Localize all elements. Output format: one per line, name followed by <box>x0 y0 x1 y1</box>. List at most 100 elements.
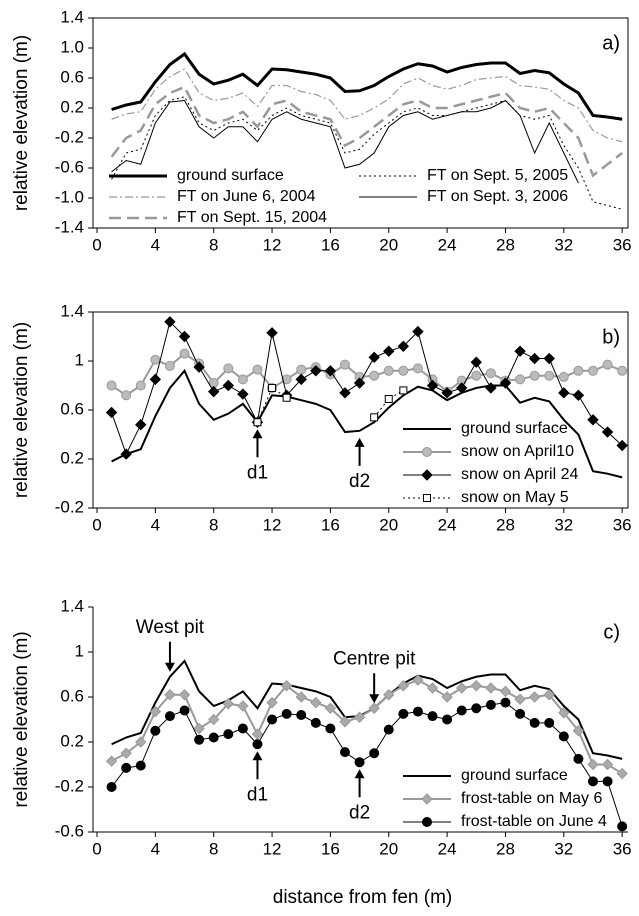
marker <box>456 705 467 716</box>
marker <box>164 689 176 701</box>
x-tick-label: 28 <box>496 515 515 534</box>
plot-frame <box>92 17 629 229</box>
y-tick-label: 0.6 <box>60 686 84 705</box>
y-tick-label: 1.4 <box>60 7 84 26</box>
marker <box>296 364 307 375</box>
x-tick-label: 36 <box>613 515 632 534</box>
marker <box>324 365 337 377</box>
marker <box>529 717 540 728</box>
annotation: d1 <box>247 462 268 483</box>
marker <box>353 377 366 389</box>
marker <box>282 393 291 402</box>
marker <box>427 711 438 722</box>
marker <box>150 354 161 365</box>
y-axis-title: relative elevation (m) <box>11 631 32 807</box>
marker <box>572 725 585 737</box>
annotation: West pit <box>136 617 205 638</box>
marker <box>164 360 175 371</box>
x-axis-title: distance from fen (m) <box>273 887 453 908</box>
panel: 1.4 1 0.6 0.2 -0.2 0 4 8 12 16 20 24 28 32 36 relative … <box>11 301 632 534</box>
x-tick-label: 24 <box>438 515 457 534</box>
marker <box>135 760 146 771</box>
legend-label: frost-table on June 4 <box>461 813 607 830</box>
marker <box>281 374 292 385</box>
x-tick-label: 24 <box>438 839 457 858</box>
annotation: d1 <box>247 784 268 805</box>
marker <box>499 685 512 698</box>
marker <box>528 352 541 365</box>
marker <box>296 710 307 720</box>
marker <box>485 368 496 379</box>
marker <box>616 767 628 780</box>
y-tick-label: -1.4 <box>55 217 84 236</box>
x-tick-label: 20 <box>379 235 398 254</box>
marker <box>223 729 234 740</box>
x-tick-label: 16 <box>321 235 340 254</box>
y-tick-label: -0.6 <box>55 157 84 176</box>
marker <box>120 747 132 759</box>
marker <box>471 703 482 714</box>
y-tick-label: -0.6 <box>55 821 84 840</box>
marker <box>179 705 190 716</box>
annotation-arrowhead <box>252 429 263 439</box>
marker <box>267 714 278 725</box>
x-tick-label: 32 <box>554 839 573 858</box>
marker <box>164 316 176 328</box>
marker <box>106 782 117 792</box>
y-tick-label: 1.4 <box>60 301 84 320</box>
marker <box>485 382 497 394</box>
x-tick-label: 8 <box>209 235 218 254</box>
marker <box>268 383 277 392</box>
marker <box>237 374 248 385</box>
marker <box>339 716 351 728</box>
x-tick-label: 0 <box>92 235 101 254</box>
marker <box>135 418 147 431</box>
y-tick-label: 0.2 <box>60 448 84 467</box>
marker <box>194 734 205 745</box>
marker <box>280 680 293 692</box>
series-line <box>111 368 623 479</box>
y-tick-label: -0.2 <box>55 497 84 516</box>
marker <box>399 386 408 395</box>
annotation-arrowhead <box>252 751 263 761</box>
marker <box>266 327 278 339</box>
legend-marker <box>422 447 432 457</box>
legend-label: frost-table on May 6 <box>461 790 603 807</box>
marker <box>223 363 234 374</box>
series-line <box>257 387 404 423</box>
marker <box>193 722 205 735</box>
marker <box>105 755 118 767</box>
marker <box>207 385 220 398</box>
panel: 1.4 1 0.6 0.2 -0.2 -0.6 0 4 8 12 16 20 24 28 32 36 relat… <box>11 596 632 908</box>
marker <box>528 691 541 703</box>
marker <box>252 364 263 375</box>
legend-marker <box>421 469 433 481</box>
marker <box>515 708 526 719</box>
marker <box>455 682 468 694</box>
marker <box>324 702 337 714</box>
marker <box>207 713 220 726</box>
x-tick-label: 4 <box>151 235 160 254</box>
marker <box>470 680 482 692</box>
marker <box>193 361 205 373</box>
x-tick-label: 12 <box>263 515 282 534</box>
marker <box>237 700 249 712</box>
x-tick-label: 4 <box>151 515 160 534</box>
x-tick-label: 0 <box>92 839 101 858</box>
series-line <box>111 96 623 210</box>
marker <box>398 365 409 376</box>
x-tick-label: 0 <box>92 515 101 534</box>
x-tick-label: 16 <box>321 839 340 858</box>
annotation-arrowhead <box>354 769 365 779</box>
marker <box>412 363 423 374</box>
marker <box>369 370 380 381</box>
x-tick-label: 8 <box>209 839 218 858</box>
y-tick-label: 0.6 <box>60 67 84 86</box>
legend-label: snow on May 5 <box>461 489 569 506</box>
x-tick-label: 32 <box>554 515 573 534</box>
marker <box>514 693 526 705</box>
x-tick-label: 36 <box>613 839 632 858</box>
marker <box>222 698 234 710</box>
legend-label: FT on June 6, 2004 <box>177 188 316 205</box>
